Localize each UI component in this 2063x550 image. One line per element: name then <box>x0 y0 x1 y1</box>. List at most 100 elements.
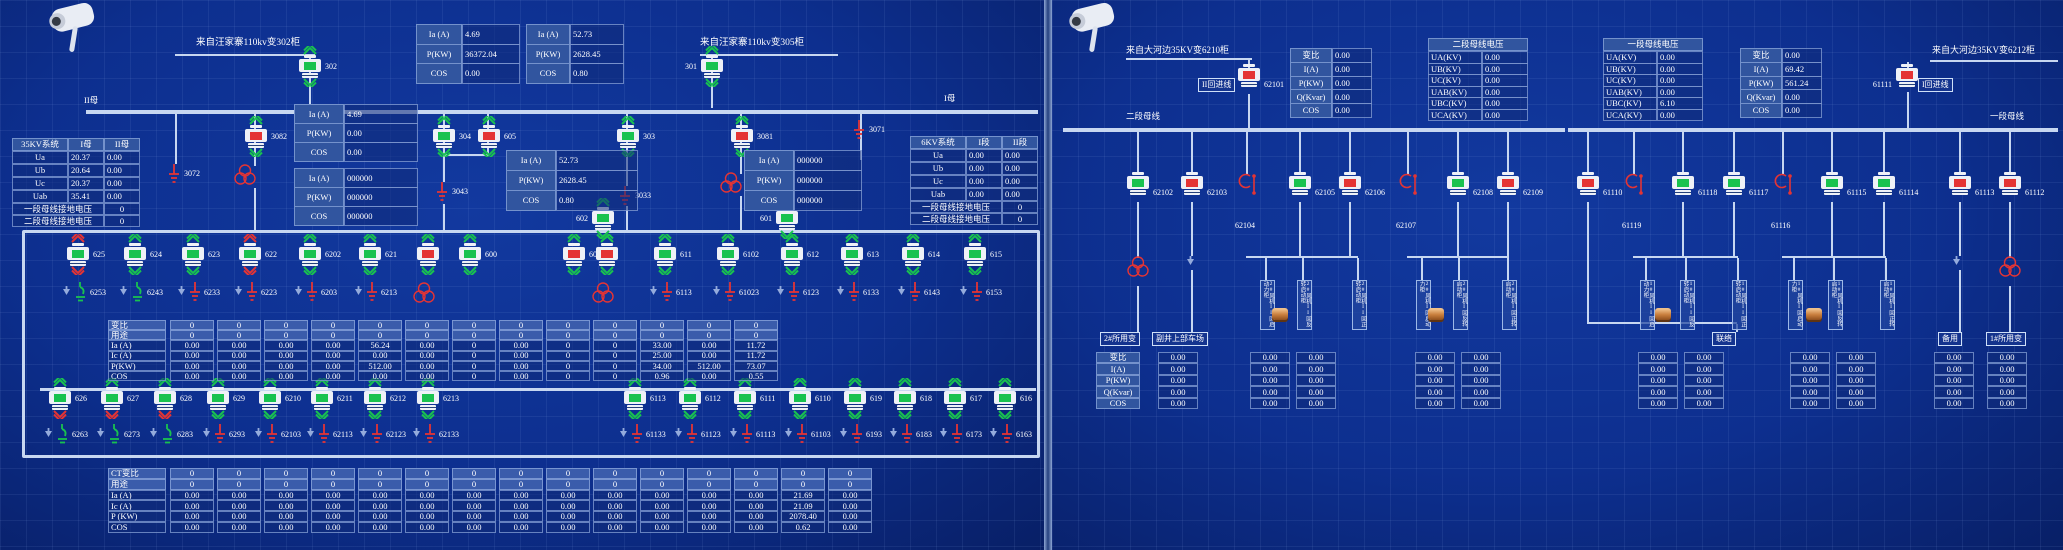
ground-switch-icon[interactable] <box>266 424 278 444</box>
breaker-icon[interactable]: 6213 <box>417 378 459 419</box>
ground-switch-icon[interactable] <box>246 282 258 302</box>
ground-switch-icon[interactable] <box>971 282 983 302</box>
ground-switch-icon[interactable] <box>853 120 865 140</box>
breaker-icon[interactable]: 629 <box>207 378 245 419</box>
breaker-icon[interactable]: 6212 <box>364 378 406 419</box>
ground-switch-icon[interactable] <box>168 164 180 184</box>
chevron-up-icon <box>905 234 921 243</box>
ground-switch-icon[interactable] <box>909 282 921 302</box>
wire <box>1587 202 1589 322</box>
breaker-foot <box>302 261 318 266</box>
changeover-switch-icon[interactable] <box>1771 172 1795 198</box>
breaker-icon[interactable]: 613 <box>841 234 879 275</box>
breaker-icon[interactable]: 614 <box>902 234 940 275</box>
grid-value: 0.00 <box>358 489 402 501</box>
ground-switch-icon[interactable] <box>724 282 736 302</box>
ground-switch-icon[interactable] <box>851 424 863 444</box>
ground-switch-icon[interactable] <box>686 424 698 444</box>
ground-switch-icon[interactable] <box>788 282 800 302</box>
breaker-icon[interactable] <box>417 234 439 275</box>
breaker-icon[interactable]: 61113 <box>1949 172 1994 197</box>
breaker-icon[interactable]: 627 <box>101 378 139 419</box>
breaker-icon[interactable]: 61112 <box>1999 172 2044 197</box>
breaker-icon[interactable]: 611 <box>654 234 692 275</box>
sys-row-label: Uc <box>910 175 966 188</box>
breaker-icon[interactable]: 622 <box>239 234 277 275</box>
breaker-icon[interactable]: 624 <box>124 234 162 275</box>
breaker-icon[interactable]: 61115 <box>1821 172 1866 197</box>
breaker-icon[interactable]: 621 <box>359 234 397 275</box>
breaker-icon[interactable]: 615 <box>964 234 1002 275</box>
changeover-switch-icon[interactable] <box>1235 172 1259 198</box>
breaker-icon[interactable]: 6211 <box>311 378 353 419</box>
breaker-icon[interactable]: 600 <box>459 234 497 275</box>
breaker-icon[interactable]: 6111 <box>734 378 775 419</box>
ground-switch-icon[interactable] <box>848 282 860 302</box>
feeder-sub: 62113 <box>306 424 353 444</box>
breaker-icon[interactable]: 601 <box>563 234 601 275</box>
changeover-switch-icon[interactable] <box>1622 172 1646 198</box>
breaker-icon[interactable]: 618 <box>894 378 932 419</box>
breaker-icon[interactable]: 612 <box>781 234 819 275</box>
ground-switch-icon[interactable] <box>318 424 330 444</box>
breaker-icon[interactable]: 304 <box>433 116 471 157</box>
disconnect-switch-icon[interactable] <box>161 424 174 444</box>
breaker-icon[interactable]: 6210 <box>259 378 301 419</box>
disconnect-switch-icon[interactable] <box>56 424 69 444</box>
breaker-icon[interactable]: 605 <box>478 116 516 157</box>
breaker-id: 623 <box>208 250 220 259</box>
ground-switch-icon[interactable] <box>189 282 201 302</box>
ground-switch-icon[interactable] <box>1001 424 1013 444</box>
breaker-icon[interactable]: 302 <box>299 46 337 87</box>
meter-value: 0.00 <box>1782 103 1822 118</box>
breaker-icon[interactable]: 62109 <box>1497 172 1543 197</box>
breaker-body <box>731 125 753 148</box>
breaker-icon[interactable]: 62103 <box>1181 172 1227 197</box>
breaker-icon[interactable]: 616 <box>994 378 1032 419</box>
breaker-icon[interactable]: 628 <box>154 378 192 419</box>
breaker-icon[interactable]: 61110 <box>1577 172 1622 197</box>
breaker-icon[interactable]: 6102 <box>717 234 759 275</box>
breaker-icon[interactable]: 61118 <box>1672 172 1717 197</box>
ground-switch-icon[interactable] <box>951 424 963 444</box>
sub-id: 6143 <box>924 288 940 297</box>
changeover-switch-icon[interactable] <box>1396 172 1420 198</box>
ground-switch-icon[interactable] <box>631 424 643 444</box>
ground-switch-icon[interactable] <box>741 424 753 444</box>
disconnect-switch-icon[interactable] <box>108 424 121 444</box>
breaker-icon[interactable]: 62101 <box>1238 64 1284 89</box>
chevron-up-icon <box>248 116 264 125</box>
ground-switch-icon[interactable] <box>796 424 808 444</box>
breaker-icon[interactable]: 62108 <box>1447 172 1493 197</box>
breaker-body <box>679 387 701 410</box>
breaker-icon[interactable]: 6202 <box>299 234 341 275</box>
ground-switch-icon[interactable] <box>306 282 318 302</box>
breaker-icon[interactable] <box>596 234 618 275</box>
disconnect-switch-icon[interactable] <box>74 282 87 302</box>
disconnect-switch-icon[interactable] <box>131 282 144 302</box>
ground-switch-icon[interactable] <box>436 182 448 202</box>
breaker-icon[interactable]: 619 <box>844 378 882 419</box>
breaker-icon[interactable]: 62105 <box>1289 172 1335 197</box>
breaker-icon[interactable]: 61114 <box>1873 172 1918 197</box>
breaker-icon[interactable]: 301 <box>685 46 723 87</box>
ground-switch-icon[interactable] <box>424 424 436 444</box>
breaker-icon[interactable]: 62102 <box>1127 172 1173 197</box>
ground-switch-icon[interactable] <box>214 424 226 444</box>
breaker-icon[interactable]: 61111 <box>1873 64 1918 89</box>
breaker-icon[interactable]: 6112 <box>679 378 721 419</box>
ground-switch-icon[interactable] <box>901 424 913 444</box>
ground-switch-icon[interactable] <box>366 282 378 302</box>
breaker-icon[interactable]: 62106 <box>1339 172 1385 197</box>
ground-switch-icon[interactable] <box>371 424 383 444</box>
breaker-icon[interactable]: 6113 <box>624 378 666 419</box>
breaker-icon[interactable]: 626 <box>49 378 87 419</box>
breaker-icon[interactable]: 623 <box>182 234 220 275</box>
breaker-icon[interactable]: 61117 <box>1723 172 1768 197</box>
breaker-icon[interactable]: 6110 <box>789 378 831 419</box>
breaker-icon[interactable]: 617 <box>944 378 982 419</box>
grid-value: 0.00 <box>687 350 731 361</box>
breaker-icon[interactable]: 3082 <box>245 116 287 157</box>
ground-switch-icon[interactable] <box>661 282 673 302</box>
breaker-icon[interactable]: 625 <box>67 234 105 275</box>
